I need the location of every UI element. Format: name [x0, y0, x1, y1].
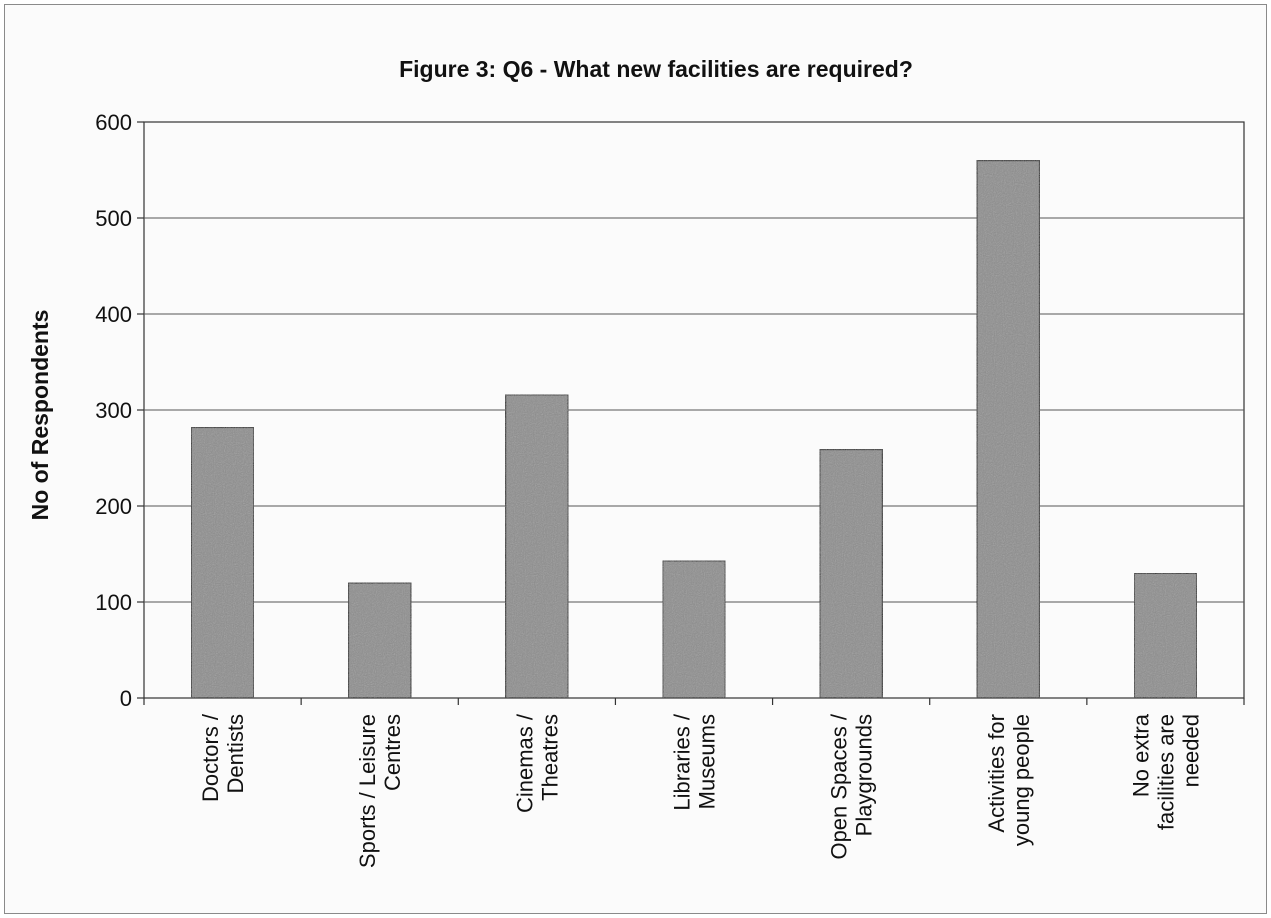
bar [818, 448, 884, 699]
bars [190, 159, 1198, 699]
x-category-label: Centres [380, 714, 405, 791]
chart-title: Figure 3: Q6 - What new facilities are r… [399, 56, 913, 82]
x-category-label: Museums [695, 714, 720, 809]
x-category-label: Theatres [537, 714, 562, 801]
x-axis-ticks [143, 698, 1245, 705]
y-tick-label: 400 [95, 302, 132, 327]
x-category-label: Playgrounds [852, 714, 877, 836]
x-category-label: facilities are [1153, 714, 1178, 830]
bar [976, 159, 1041, 699]
bar [190, 426, 255, 699]
x-axis-category-labels: Doctors / Dentists Sports / Leisure Centres… [198, 713, 1203, 868]
y-axis-ticks: 0 100 200 300 400 500 600 [95, 110, 144, 711]
y-tick-label: 100 [95, 590, 132, 615]
x-category-label: Open Spaces / [827, 713, 852, 859]
x-category-label: needed [1178, 714, 1203, 787]
x-category-label: Dentists [223, 714, 248, 793]
x-category-label: young people [1009, 714, 1034, 846]
x-category-label: Libraries / [670, 713, 695, 810]
x-category-label: Cinemas / [512, 713, 537, 813]
bar [1133, 572, 1198, 699]
y-tick-label: 200 [95, 494, 132, 519]
x-category-label: Doctors / [198, 713, 223, 802]
bar [661, 559, 727, 699]
gridlines [144, 217, 1244, 603]
y-tick-label: 0 [120, 686, 132, 711]
y-tick-label: 300 [95, 398, 132, 423]
x-category-label: Activities for [984, 714, 1009, 833]
y-tick-label: 500 [95, 206, 132, 231]
y-tick-label: 600 [95, 110, 132, 135]
y-axis-label: No of Respondents [27, 310, 53, 521]
x-category-label: No extra [1128, 713, 1153, 797]
x-category-label: Sports / Leisure [355, 714, 380, 868]
bar [504, 393, 570, 699]
bar [347, 581, 412, 699]
